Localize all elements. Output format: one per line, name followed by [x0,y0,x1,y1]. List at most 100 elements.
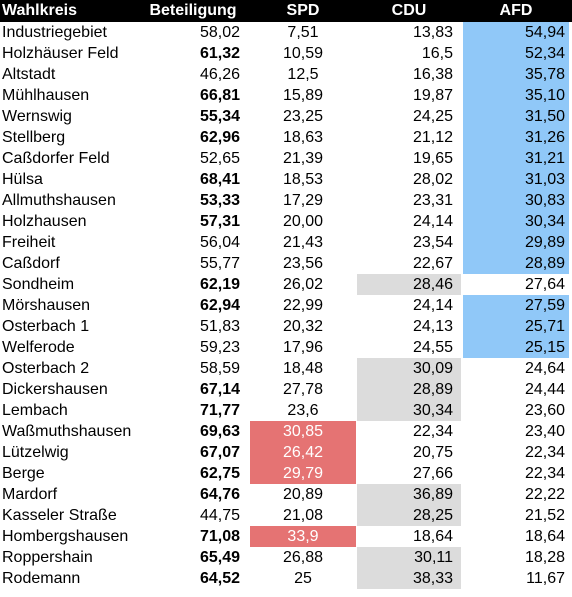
value-cell: 19,87 [412,87,453,104]
value-cell: 17,29 [282,192,324,209]
value-cell: 22,34 [524,465,565,482]
value-cell: 11,67 [526,570,565,587]
value-cell: 13,83 [412,24,453,41]
data-row: Berge 62,75 29,79 27,66 22,34 [0,463,570,484]
value-cell: 58,02 [199,24,240,41]
value-cell: 27,78 [282,381,324,398]
district-name: Welferode [2,339,75,356]
data-row: Mühlhausen 66,81 15,89 19,87 35,10 [0,85,570,106]
district-name: Mardorf [2,486,58,503]
value-cell: 20,32 [282,318,324,335]
data-row: Hülsa 68,41 18,53 28,02 31,03 [0,169,570,190]
value-cell: 30,09 [357,358,461,379]
value-cell: 59,23 [199,339,240,356]
value-cell: 22,99 [282,297,324,314]
district-name: Mörshausen [2,297,91,314]
data-row: Sondheim 62,19 26,02 28,46 27,64 [0,274,570,295]
data-row: Allmuthshausen 53,33 17,29 23,31 30,83 [0,190,570,211]
value-cell: 26,88 [282,549,324,566]
value-cell: 58,59 [199,360,240,377]
value-cell: 22,34 [412,423,453,440]
value-cell: 21,08 [282,507,324,524]
value-cell: 27,64 [524,276,565,293]
value-cell: 28,89 [357,379,461,400]
data-row: Waßmuthshausen 69,63 30,85 22,34 23,40 [0,421,570,442]
district-name: Sondheim [2,276,75,293]
value-cell: 20,00 [282,213,324,230]
value-cell: 16,38 [412,66,453,83]
data-row: Osterbach 2 58,59 18,48 30,09 24,64 [0,358,570,379]
value-cell: 56,04 [199,234,240,251]
value-cell: 22,34 [524,444,565,461]
data-row: Kasseler Straße 44,75 21,08 28,25 21,52 [0,505,570,526]
value-cell: 27,59 [463,295,569,316]
district-name: Caßdorf [2,255,60,272]
data-row: Holzhausen 57,31 20,00 24,14 30,34 [0,211,570,232]
value-cell: 28,46 [357,274,461,295]
value-cell: 7,51 [287,24,319,41]
value-cell: 30,34 [463,211,569,232]
value-cell: 24,44 [524,381,565,398]
value-cell: 25,15 [463,337,569,358]
value-cell: 15,89 [282,87,324,104]
data-row: Mardorf 64,76 20,89 36,89 22,22 [0,484,570,505]
data-row: Caßdorf 55,77 23,56 22,67 28,89 [0,253,570,274]
district-name: Lützelwig [2,444,69,461]
value-cell: 31,26 [463,127,569,148]
value-cell: 30,11 [357,547,461,568]
data-row: Holzhäuser Feld 61,32 10,59 16,5 52,34 [0,43,570,64]
value-cell: 21,52 [524,507,565,524]
value-cell: 25,71 [463,316,569,337]
value-cell: 55,77 [199,255,240,272]
value-cell: 22,67 [412,255,453,272]
district-name: Hülsa [2,171,43,188]
district-name: Holzhäuser Feld [2,45,119,62]
header-cell: Wahlkreis [2,2,77,19]
header-cell: SPD [286,2,320,19]
district-name: Lembach [2,402,68,419]
value-cell: 46,26 [199,66,240,83]
value-cell: 53,33 [199,192,240,209]
value-cell: 54,94 [463,22,569,43]
value-cell: 24,64 [524,360,565,377]
value-cell: 20,75 [412,444,453,461]
value-cell: 18,53 [282,171,324,188]
district-name: Kasseler Straße [2,507,117,524]
district-name: Osterbach 1 [2,318,90,335]
district-name: Allmuthshausen [2,192,116,209]
value-cell: 30,34 [357,400,461,421]
data-row: Wernswig 55,34 23,25 24,25 31,50 [0,106,570,127]
district-name: Altstadt [2,66,56,83]
value-cell: 66,81 [199,87,240,104]
data-row: Rodemann 64,52 25 38,33 11,67 [0,568,570,589]
district-name: Osterbach 2 [2,360,90,377]
value-cell: 61,32 [199,45,240,62]
header-cell: Beteiligung [149,2,237,19]
value-cell: 21,43 [282,234,324,251]
value-cell: 16,5 [421,45,453,62]
value-cell: 44,75 [199,507,240,524]
value-cell: 18,64 [524,528,565,545]
value-cell: 25 [294,570,312,587]
district-name: Berge [2,465,45,482]
data-row: Hombergshausen 71,08 33,9 18,64 18,64 [0,526,570,547]
value-cell: 19,65 [412,150,453,167]
value-cell: 26,42 [250,442,356,463]
data-row: Caßdorfer Feld 52,65 21,39 19,65 31,21 [0,148,570,169]
value-cell: 10,59 [282,45,324,62]
header-cell: CDU [391,2,427,19]
data-row: Freiheit 56,04 21,43 23,54 29,89 [0,232,570,253]
district-name: Waßmuthshausen [2,423,132,440]
value-cell: 29,79 [250,463,356,484]
value-cell: 67,14 [199,381,240,398]
value-cell: 24,25 [412,108,453,125]
value-cell: 71,77 [199,402,240,419]
value-cell: 31,21 [463,148,569,169]
data-row: Osterbach 1 51,83 20,32 24,13 25,71 [0,316,570,337]
value-cell: 18,28 [524,549,565,566]
value-cell: 24,14 [412,213,453,230]
value-cell: 28,02 [412,171,453,188]
value-cell: 28,25 [357,505,461,526]
value-cell: 64,52 [199,570,240,587]
